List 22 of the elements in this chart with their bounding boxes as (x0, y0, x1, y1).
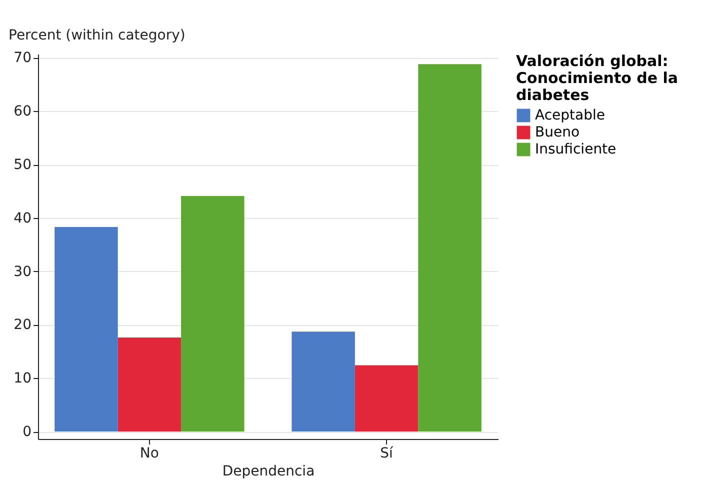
y-tick-label: 60 (14, 104, 32, 120)
bar (292, 332, 355, 432)
y-tick-label: 0 (22, 424, 32, 440)
legend-label: Bueno (535, 124, 580, 140)
x-tick-label: Sí (380, 446, 394, 462)
legend-title: Valoración global: Conocimiento de la diabetes (516, 52, 678, 104)
legend-label: Insuficiente (535, 142, 616, 158)
y-tick-label: 20 (14, 317, 32, 334)
x-tick-label: No (140, 446, 159, 462)
y-tick-label: 10 (14, 370, 32, 387)
y-tick-label: 70 (14, 50, 32, 66)
legend-label: Aceptable (535, 108, 605, 124)
y-tick-label: 30 (14, 264, 32, 280)
bar (354, 365, 418, 432)
bar (181, 196, 244, 432)
x-axis-title: Dependencia (222, 464, 315, 480)
bar (54, 227, 118, 432)
bar (418, 64, 482, 432)
bar (118, 338, 182, 432)
y-axis-title: Percent (within category) (8, 28, 186, 44)
y-tick-label: 40 (14, 210, 32, 226)
y-tick-label: 50 (14, 157, 32, 174)
